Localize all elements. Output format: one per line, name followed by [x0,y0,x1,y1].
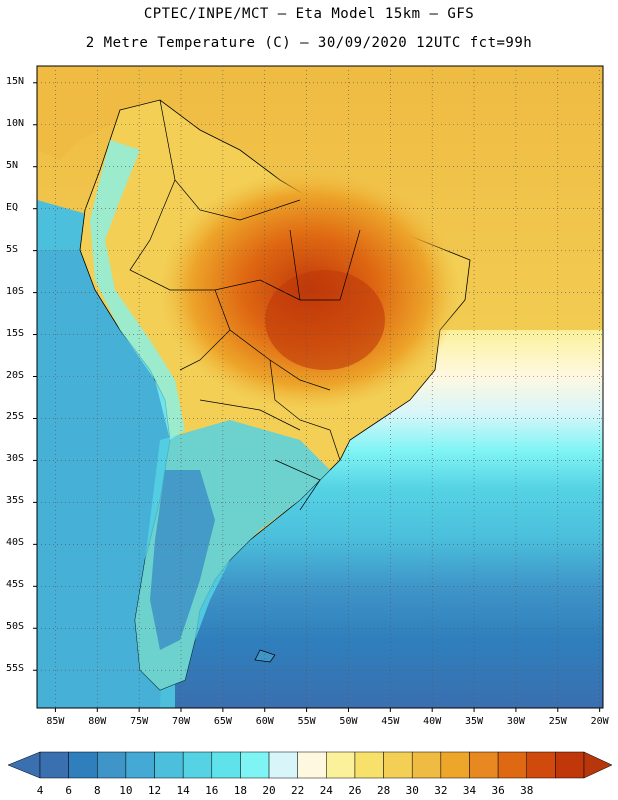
colorbar-swatch [39,751,69,779]
colorbar-label: 34 [462,784,477,797]
colorbar-label: 16 [205,784,219,797]
colorbar-label: 24 [319,784,333,797]
colorbar-swatch [411,751,442,779]
lat-label: 35S [6,495,25,507]
lat-label: 5S [6,243,19,255]
colorbar-swatch [440,751,470,779]
lat-label: EQ [6,201,19,213]
lon-label: 50W [339,716,358,727]
hottest-core [265,270,385,370]
colorbar-swatch [125,751,155,779]
lon-label: 55W [297,716,316,727]
colorbar-label: 4 [36,784,44,797]
lat-label: 55S [6,663,25,675]
lon-label: 65W [213,716,232,727]
colorbar-swatch [469,751,499,779]
lat-label: 40S [6,537,25,549]
lat-label: 50S [6,621,25,633]
lat-label: 25S [6,411,25,423]
lat-label: 10S [6,285,25,297]
map-field [37,66,603,708]
colorbar-label: 36 [491,784,505,797]
colorbar-high-arrow [583,751,613,779]
colorbar-swatch [297,751,327,779]
colorbar-label: 30 [405,784,419,797]
lat-label: 10N [6,117,25,129]
lat-label: 15S [6,327,25,339]
lon-label: 45W [381,716,400,727]
colorbar [7,751,613,779]
lon-label: 40W [423,716,442,727]
colorbar-label: 10 [119,784,133,797]
country-borders [129,99,361,511]
lat-label: 15N [6,75,25,87]
pacific-ocean-cold [37,250,170,708]
falkland-islands [254,649,276,663]
colorbar-swatch [268,751,298,779]
lon-label: 75W [130,716,149,727]
axis-ticks [33,82,601,712]
colorbar-label: 38 [520,784,534,797]
map-title: CPTEC/INPE/MCT – Eta Model 15km – GFS [143,6,475,22]
andes-cold-region [150,470,215,650]
lat-label: 45S [6,579,25,591]
map-subtitle: 2 Metre Temperature (C) – 30/09/2020 12U… [85,35,533,51]
colorbar-swatch [383,751,413,779]
lon-label: 60W [255,716,274,727]
lon-label: 25W [548,716,567,727]
map-frame [36,65,604,709]
lon-label: 35W [465,716,484,727]
colorbar-label: 32 [434,784,448,797]
central-america-land [37,70,150,160]
colorbar-swatch [555,751,585,779]
lon-label: 20W [590,716,609,727]
colorbar-low-arrow [7,751,41,779]
lon-label: 70W [171,716,191,727]
colorbar-label: 26 [348,784,362,797]
colorbar-swatch [68,751,98,779]
colorbar-label: 20 [262,784,276,797]
colorbar-label: 22 [291,784,305,797]
andes-strip [90,140,185,440]
lat-label: 20S [6,369,25,381]
colorbar-swatch [154,751,184,779]
colorbar-swatch [526,751,556,779]
colorbar-label: 14 [176,784,190,797]
lat-label: 30S [6,453,25,465]
colorbar-label: 8 [93,784,101,797]
colorbar-label: 12 [147,784,162,797]
lon-label: 30W [506,716,525,727]
colorbar-swatch [211,751,241,779]
lat-label: 5N [6,159,19,171]
colorbar-swatch [240,751,270,779]
colorbar-label: 6 [65,784,72,797]
colorbar-swatch [326,751,356,779]
lon-label: 85W [46,716,65,727]
colorbar-swatch [497,751,527,779]
colorbar-swatch [354,751,384,779]
lon-label: 80W [88,716,107,727]
colorbar-swatch [182,751,213,779]
colorbar-label: 28 [376,784,391,797]
colorbar-swatch [97,751,127,779]
colorbar-label: 18 [233,784,248,797]
